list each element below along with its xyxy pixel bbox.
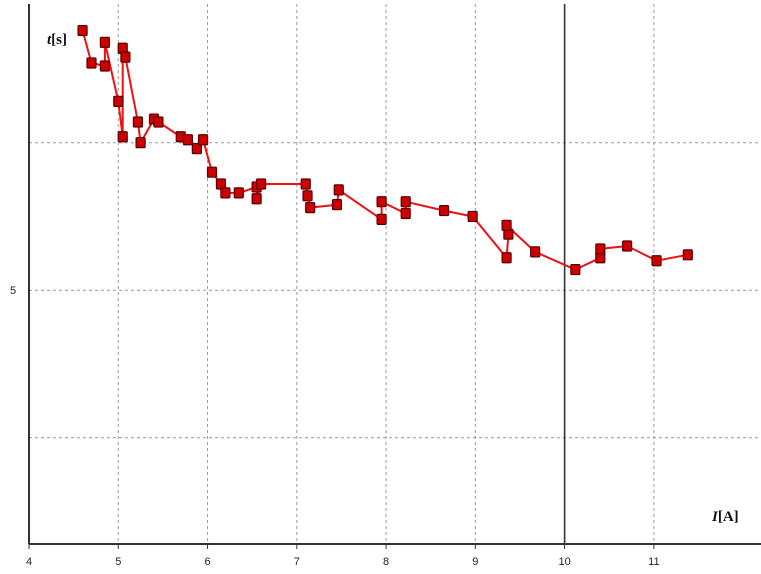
data-point	[501, 252, 512, 264]
x-axis-title: I[A]	[711, 509, 739, 525]
axes	[28, 4, 761, 545]
data-point	[570, 263, 581, 276]
series	[77, 24, 693, 276]
y-axis-title: t[s]	[47, 32, 67, 48]
data-point	[331, 199, 343, 211]
data-point	[182, 134, 193, 146]
x-tick-label: 6	[204, 556, 210, 568]
tick-labels: 4 5 6 7 8 9 10 11 5 6	[10, 0, 660, 568]
x-tick-label: 4	[26, 556, 32, 568]
data-point	[467, 210, 478, 223]
y-axis-unit: [s]	[51, 32, 67, 48]
data-point	[300, 178, 311, 190]
x-tick-label: 7	[294, 556, 300, 568]
x-axis-symbol: I	[711, 509, 719, 525]
data-point	[197, 134, 209, 146]
data-point	[305, 202, 316, 214]
data-point	[302, 190, 313, 202]
data-point	[206, 166, 218, 178]
data-point	[682, 249, 693, 261]
data-point	[595, 243, 606, 255]
x-tick-label: 11	[648, 556, 659, 568]
data-point	[376, 213, 387, 226]
data-point	[99, 36, 110, 48]
x-tick-label: 8	[383, 556, 389, 568]
data-point	[99, 60, 110, 72]
data-point	[438, 204, 450, 217]
data-point	[233, 187, 244, 199]
x-tick-label: 10	[558, 556, 570, 568]
y-tick-label: 5	[10, 285, 16, 297]
x-axis-unit: [A]	[718, 509, 739, 525]
data-point	[530, 246, 541, 258]
data-point	[376, 196, 387, 208]
data-point	[651, 255, 662, 267]
grid-lines	[29, 4, 761, 544]
data-point	[117, 131, 128, 143]
data-point	[86, 57, 97, 69]
data-point	[113, 95, 124, 107]
data-point	[400, 207, 411, 220]
x-tick-label: 9	[472, 556, 478, 568]
data-point	[191, 142, 202, 155]
data-point	[120, 51, 131, 63]
data-point	[153, 116, 164, 128]
data-point	[251, 193, 262, 205]
data-point	[333, 184, 344, 196]
data-point	[77, 24, 88, 37]
data-point	[621, 240, 633, 252]
data-point	[220, 187, 231, 199]
x-tick-label: 5	[115, 556, 121, 568]
data-point	[400, 196, 411, 208]
y-axis-symbol: t	[47, 32, 52, 48]
data-point	[132, 116, 144, 128]
data-point	[501, 219, 512, 231]
y-tick-label: 6	[10, 0, 16, 2]
data-point	[135, 137, 146, 149]
data-point	[255, 178, 267, 190]
series-line	[81, 30, 688, 271]
